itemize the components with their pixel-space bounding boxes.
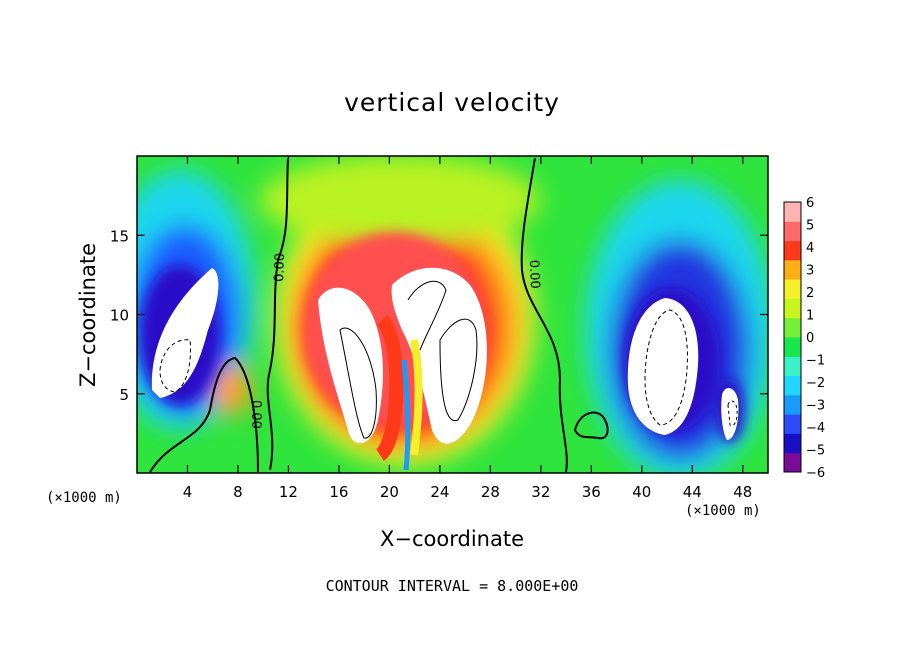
colorbar-swatch	[784, 298, 801, 319]
colorbar-tick-label: −4	[806, 421, 825, 436]
x-tick-label: 20	[380, 483, 399, 501]
heatmap-field	[137, 156, 768, 473]
colorbar-tick-label: −2	[806, 376, 825, 391]
colorbar-swatch	[784, 202, 801, 222]
colorbar-tick-label: 5	[806, 219, 814, 234]
x-unit-label-left: (×1000 m)	[46, 490, 122, 506]
contour-label: 0.00	[248, 400, 263, 429]
colorbar-tick-label: −3	[806, 399, 825, 414]
contour-label: 0.00	[526, 260, 542, 289]
colorbar-swatch	[784, 394, 801, 415]
colorbar-tick-label: −5	[806, 444, 825, 459]
x-tick-label: 28	[481, 483, 500, 501]
x-tick-label: 16	[329, 483, 348, 501]
colorbar-swatch	[784, 414, 801, 434]
x-tick-label: 36	[582, 483, 601, 501]
chart-title: vertical velocity	[344, 88, 560, 117]
x-tick-label: 48	[733, 483, 752, 501]
contour-label-group: 0.00 0.00 0.00	[248, 253, 542, 429]
x-tick-label: 12	[279, 483, 298, 501]
colorbar-swatch	[784, 240, 801, 261]
colorbar-swatch	[784, 375, 801, 396]
x-tick-label: 8	[233, 483, 243, 501]
y-tick-label: 10	[110, 307, 129, 325]
x-axis-label: X−coordinate	[380, 527, 524, 551]
colorbar-tick-label: −1	[806, 354, 825, 369]
x-tick-label: 4	[183, 483, 193, 501]
colorbar: 6 5 4 3 2 1 0 −1 −2 −3 −4 −5 −6	[783, 196, 825, 481]
colorbar-tick-label: 4	[806, 241, 814, 256]
colorbar-swatch	[784, 279, 801, 299]
colorbar-tick-label: 2	[806, 286, 814, 301]
y-axis-label: Z−coordinate	[76, 243, 100, 387]
colorbar-swatch	[784, 356, 801, 377]
colorbar-tick-label: −6	[806, 466, 825, 481]
x-unit-label-right: (×1000 m)	[685, 503, 761, 519]
x-tick-label: 40	[632, 483, 651, 501]
contour-label: 0.00	[272, 253, 288, 282]
colorbar-swatch	[784, 452, 801, 473]
y-tick-label: 5	[119, 386, 129, 404]
x-tick-label: 32	[531, 483, 550, 501]
y-tick-label: 15	[110, 227, 129, 245]
x-tick-label: 24	[430, 483, 449, 501]
contour-interval-note: CONTOUR INTERVAL = 8.000E+00	[325, 577, 579, 595]
x-tick-label: 44	[683, 483, 702, 501]
x-axis: 4 8 12 16 20 24 28 32 36 40 44 48	[183, 156, 752, 501]
colorbar-swatch	[784, 337, 801, 357]
colorbar-tick-label: 6	[806, 196, 814, 211]
colorbar-tick-label: 3	[806, 264, 814, 279]
colorbar-tick-label: 0	[806, 331, 814, 346]
colorbar-tick-label: 1	[806, 309, 814, 324]
y-axis: 5 10 15	[110, 227, 768, 404]
colorbar-swatch	[784, 221, 801, 242]
colorbar-swatch	[784, 317, 801, 338]
colorbar-swatch	[784, 433, 801, 454]
colorbar-frame	[783, 201, 802, 473]
colorbar-swatch	[784, 259, 801, 280]
